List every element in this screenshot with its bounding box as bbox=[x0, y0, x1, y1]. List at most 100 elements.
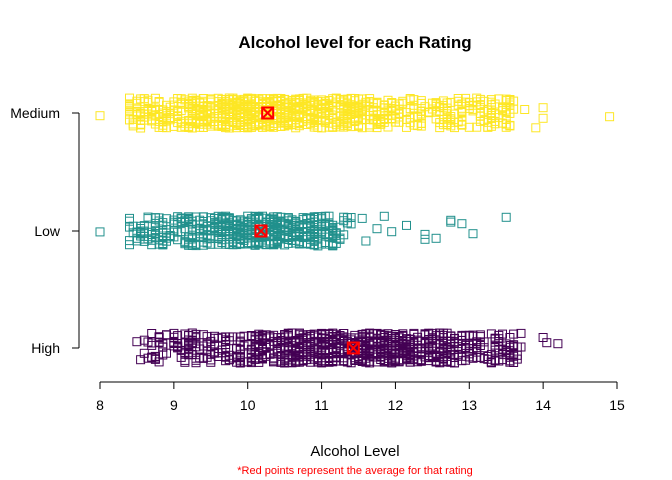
data-point bbox=[136, 355, 146, 365]
data-point bbox=[398, 346, 408, 356]
data-point bbox=[224, 214, 234, 224]
data-point bbox=[390, 335, 400, 345]
data-point bbox=[232, 344, 242, 354]
data-point bbox=[475, 352, 485, 362]
data-point bbox=[501, 212, 511, 222]
data-point bbox=[335, 111, 345, 121]
data-point bbox=[243, 211, 253, 221]
data-point bbox=[235, 221, 245, 231]
data-point bbox=[143, 95, 153, 105]
data-point bbox=[446, 121, 456, 131]
data-point bbox=[431, 233, 441, 243]
data-point bbox=[383, 122, 393, 132]
data-point bbox=[294, 110, 304, 120]
data-point bbox=[342, 357, 352, 367]
data-point bbox=[162, 111, 171, 121]
x-tick-label: 12 bbox=[388, 397, 404, 413]
data-point bbox=[339, 101, 349, 111]
data-point bbox=[272, 236, 282, 246]
data-point bbox=[324, 211, 334, 221]
data-point bbox=[306, 213, 315, 223]
data-point bbox=[294, 239, 304, 249]
data-point bbox=[486, 108, 496, 118]
data-point bbox=[416, 356, 426, 365]
data-point bbox=[136, 120, 146, 130]
data-point bbox=[154, 357, 164, 367]
data-point bbox=[162, 330, 171, 340]
data-point bbox=[472, 122, 482, 132]
x-tick-label: 8 bbox=[96, 397, 104, 413]
data-point bbox=[520, 105, 530, 114]
data-point bbox=[446, 215, 456, 225]
data-point bbox=[235, 108, 245, 118]
data-point bbox=[479, 343, 489, 353]
data-point bbox=[187, 328, 197, 338]
data-point bbox=[457, 219, 467, 229]
data-point bbox=[254, 340, 264, 350]
x-tick-label: 9 bbox=[170, 397, 178, 413]
data-point bbox=[265, 340, 275, 350]
data-point bbox=[246, 122, 256, 132]
data-point bbox=[431, 331, 441, 341]
data-point bbox=[516, 342, 526, 352]
means-layer bbox=[254, 106, 360, 355]
data-point bbox=[269, 119, 279, 129]
data-point bbox=[280, 353, 290, 363]
x-tick-label: 15 bbox=[609, 397, 625, 413]
data-point bbox=[416, 121, 426, 131]
data-point bbox=[431, 356, 441, 366]
data-point bbox=[125, 213, 134, 223]
data-point bbox=[228, 332, 238, 342]
data-point bbox=[158, 233, 168, 243]
data-point bbox=[431, 101, 441, 111]
data-point bbox=[361, 345, 371, 355]
x-tick-label: 11 bbox=[314, 397, 329, 413]
data-point bbox=[276, 344, 286, 354]
data-point bbox=[498, 344, 507, 354]
data-point bbox=[221, 332, 231, 342]
data-point bbox=[376, 345, 386, 355]
data-point bbox=[317, 346, 327, 356]
data-point bbox=[416, 336, 426, 346]
data-point bbox=[309, 329, 319, 339]
data-point bbox=[154, 112, 164, 121]
data-point bbox=[221, 122, 231, 131]
data-point bbox=[302, 93, 312, 103]
data-point bbox=[232, 121, 242, 131]
data-point bbox=[435, 118, 445, 128]
data-point bbox=[365, 97, 375, 106]
data-point bbox=[158, 120, 168, 130]
data-point bbox=[486, 350, 496, 360]
data-point bbox=[331, 94, 341, 104]
data-point bbox=[512, 354, 522, 364]
data-point bbox=[402, 220, 411, 230]
data-point bbox=[254, 329, 264, 339]
data-point bbox=[446, 347, 456, 357]
data-point bbox=[143, 104, 153, 114]
data-point bbox=[457, 116, 467, 126]
data-point bbox=[461, 93, 471, 103]
data-point bbox=[173, 118, 183, 128]
data-point bbox=[361, 236, 371, 246]
data-point bbox=[246, 356, 256, 366]
data-point bbox=[479, 96, 489, 106]
data-point bbox=[206, 357, 216, 367]
data-point bbox=[479, 106, 489, 116]
data-point bbox=[243, 93, 253, 103]
data-point bbox=[136, 111, 146, 121]
data-point bbox=[509, 341, 519, 351]
data-point bbox=[95, 111, 105, 121]
data-point bbox=[239, 341, 249, 351]
data-point bbox=[250, 107, 260, 117]
x-axis-label: Alcohol Level bbox=[310, 443, 399, 460]
data-point bbox=[176, 345, 186, 355]
data-point bbox=[210, 108, 219, 118]
data-point bbox=[416, 347, 426, 357]
data-point bbox=[505, 100, 515, 110]
data-point bbox=[132, 337, 142, 347]
mean-marker-medium bbox=[261, 106, 275, 120]
data-point bbox=[328, 340, 338, 350]
data-point bbox=[409, 120, 419, 130]
data-point bbox=[217, 99, 227, 109]
